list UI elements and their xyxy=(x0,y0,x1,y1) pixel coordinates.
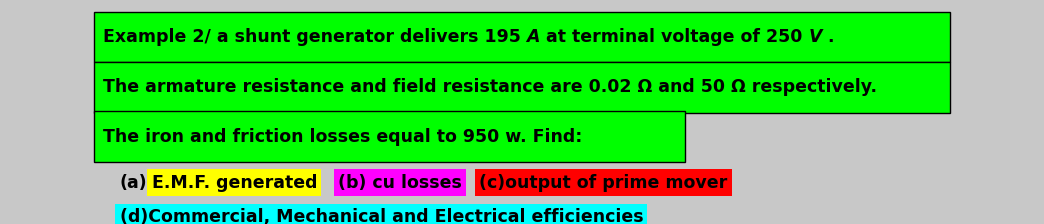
Text: .: . xyxy=(822,28,834,46)
Text: A: A xyxy=(526,28,540,46)
Text: (c)output of prime mover: (c)output of prime mover xyxy=(479,174,728,192)
FancyBboxPatch shape xyxy=(94,62,950,112)
Text: (d)Commercial, Mechanical and Electrical efficiencies: (d)Commercial, Mechanical and Electrical… xyxy=(120,208,643,224)
Text: The iron and friction losses equal to 950 w. Find:: The iron and friction losses equal to 95… xyxy=(102,128,582,146)
FancyBboxPatch shape xyxy=(94,111,685,162)
Text: at terminal voltage of 250: at terminal voltage of 250 xyxy=(540,28,808,46)
FancyBboxPatch shape xyxy=(94,12,950,62)
Text: V: V xyxy=(808,28,822,46)
Text: Example 2/ a shunt generator delivers 195: Example 2/ a shunt generator delivers 19… xyxy=(102,28,526,46)
Text: (b) cu losses: (b) cu losses xyxy=(338,174,462,192)
Text: (a): (a) xyxy=(120,174,147,192)
Text: The armature resistance and field resistance are 0.02 Ω and 50 Ω respectively.: The armature resistance and field resist… xyxy=(102,78,877,96)
Text: E.M.F. generated: E.M.F. generated xyxy=(151,174,317,192)
